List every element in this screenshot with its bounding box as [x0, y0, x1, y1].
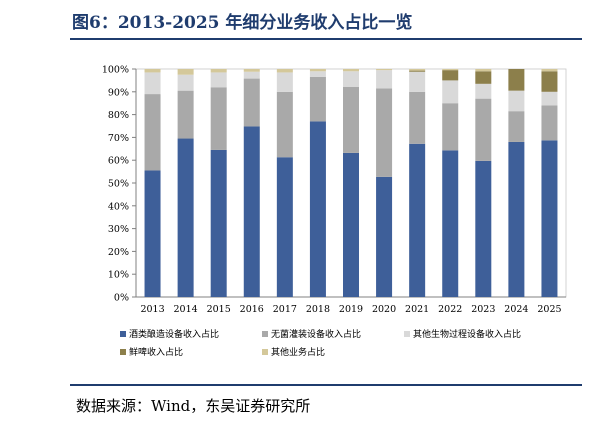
x-tick-label: 2018	[306, 304, 330, 315]
bar-segment	[409, 143, 426, 297]
bar-segment	[243, 69, 260, 72]
bar-segment	[376, 69, 393, 71]
bar-segment	[309, 69, 326, 72]
y-tick-label: 100%	[102, 65, 129, 76]
bar-segment	[508, 111, 525, 142]
bar-segment	[343, 152, 359, 297]
bar-segment	[475, 98, 492, 161]
legend-label: 鲜啤收入占比	[129, 346, 183, 358]
legend-label: 其他业务占比	[271, 346, 325, 358]
y-tick-label: 80%	[108, 110, 129, 121]
bar-segment	[475, 160, 492, 297]
bar-segment	[541, 105, 558, 141]
x-tick-label: 2024	[504, 304, 528, 315]
legend-label: 其他生物过程设备收入占比	[413, 328, 521, 340]
bar-segment	[177, 74, 194, 91]
x-tick-label: 2019	[339, 304, 363, 315]
bar-segment	[177, 138, 194, 297]
legend-label: 酒类酿造设备收入占比	[129, 328, 219, 340]
bar-segment	[442, 69, 459, 71]
y-tick-label: 50%	[108, 179, 129, 190]
y-tick-label: 40%	[108, 201, 129, 212]
bar-segment	[541, 69, 558, 72]
bar-segment	[243, 126, 260, 298]
legend-label: 无菌灌装设备收入占比	[271, 328, 361, 340]
bar-segment	[177, 69, 194, 75]
bar-segment	[541, 71, 558, 92]
bar-segment	[177, 90, 194, 139]
bar-segment	[309, 76, 326, 122]
y-tick-label: 90%	[108, 87, 129, 98]
bar-segment	[343, 69, 359, 72]
bar-segment	[144, 69, 161, 73]
legend-swatch	[262, 331, 268, 337]
x-tick-label: 2023	[471, 304, 495, 315]
bar-segment	[442, 70, 459, 81]
bar-segment	[475, 71, 492, 84]
bar-segment	[376, 70, 393, 89]
source-divider	[70, 384, 582, 386]
bar-segment	[243, 71, 260, 79]
x-tick-label: 2021	[405, 304, 429, 315]
bar-segment	[409, 71, 426, 92]
bar-segment	[210, 72, 227, 88]
bar-segment	[475, 69, 492, 72]
bar-segment	[144, 72, 161, 95]
x-tick-label: 2020	[372, 304, 396, 315]
bar-segment	[243, 78, 260, 127]
data-source: 数据来源：Wind，东吴证券研究所	[76, 397, 311, 415]
bar-segment	[376, 176, 393, 297]
x-tick-label: 2017	[273, 304, 297, 315]
bar-segment	[276, 157, 293, 297]
bar-segment	[210, 149, 227, 297]
legend-swatch	[404, 331, 410, 337]
bar-segment	[508, 90, 525, 112]
bar-segment	[376, 88, 393, 177]
bar-segment	[409, 70, 426, 72]
chart-title: 图6：2013-2025 年细分业务收入占比一览	[72, 13, 413, 33]
bar-segment	[309, 71, 326, 77]
bar-segment	[309, 121, 326, 297]
x-tick-label: 2013	[140, 304, 164, 315]
bar-segment	[144, 170, 161, 297]
legend-swatch	[120, 349, 126, 355]
bar-segment	[475, 83, 492, 99]
x-tick-label: 2025	[537, 304, 561, 315]
y-tick-label: 10%	[108, 270, 129, 281]
x-tick-label: 2015	[207, 304, 231, 315]
bar-segment	[409, 69, 426, 71]
bar-segment	[442, 150, 459, 297]
bar-segment	[508, 141, 525, 297]
y-tick-label: 70%	[108, 133, 129, 144]
legend-swatch	[262, 349, 268, 355]
bar-segment	[343, 86, 359, 153]
bar-segment	[144, 94, 161, 171]
bar-segment	[276, 69, 293, 73]
legend-swatch	[120, 331, 126, 337]
bar-segment	[276, 91, 293, 158]
bar-segment	[541, 140, 558, 297]
y-tick-label: 60%	[108, 156, 129, 167]
bar-segment	[210, 87, 227, 150]
title-divider	[70, 38, 582, 40]
y-tick-label: 30%	[108, 224, 129, 235]
bar-segment	[276, 72, 293, 92]
bar-segment	[508, 69, 525, 91]
y-tick-label: 0%	[114, 293, 129, 304]
x-tick-label: 2016	[240, 304, 264, 315]
y-tick-label: 20%	[108, 247, 129, 258]
bar-segment	[442, 80, 459, 104]
bar-segment	[343, 71, 359, 87]
bar-segment	[541, 91, 558, 106]
x-tick-label: 2022	[438, 304, 462, 315]
bar-segment	[442, 103, 459, 151]
x-tick-label: 2014	[174, 304, 198, 315]
bar-segment	[210, 69, 227, 73]
bar-segment	[409, 91, 426, 144]
